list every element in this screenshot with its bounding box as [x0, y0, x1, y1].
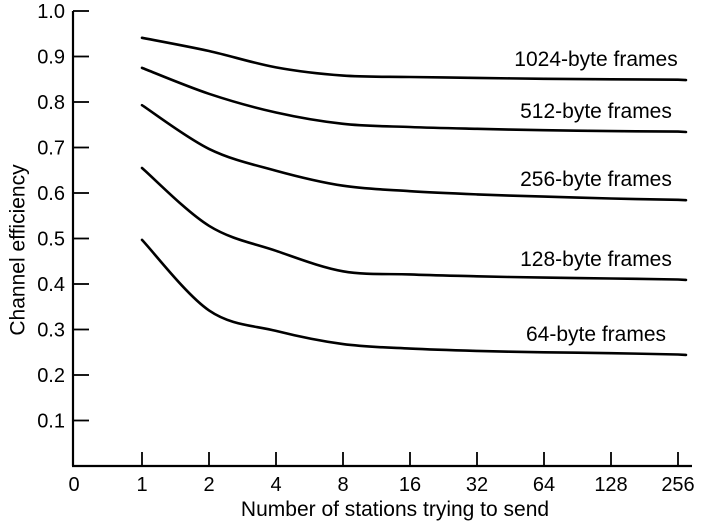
y-tick-label: 0.4 — [37, 274, 65, 296]
y-tick-label: 0.7 — [37, 138, 65, 160]
x-axis-title: Number of stations trying to send — [241, 498, 549, 521]
x-tick-label: 2 — [203, 474, 214, 496]
y-axis-title: Channel efficiency — [6, 164, 29, 336]
curve-64-byte-frames — [140, 238, 688, 357]
y-tick-label: 0.1 — [37, 411, 65, 433]
y-tick-label: 0.3 — [37, 320, 65, 342]
curve-label-128-byte-frames: 128-byte frames — [520, 248, 672, 271]
x-tick-label: 64 — [533, 474, 555, 496]
y-tick-label: 0.2 — [37, 365, 65, 387]
curve-512-byte-frames — [140, 66, 688, 134]
x-tick-label: 16 — [399, 474, 421, 496]
y-tick-label: 0.8 — [37, 92, 65, 114]
y-tick-label: 0.6 — [37, 183, 65, 205]
curve-label-1024-byte-frames: 1024-byte frames — [514, 48, 677, 71]
curve-256-byte-frames — [140, 103, 688, 202]
x-tick-label: 256 — [661, 474, 694, 496]
curve-label-512-byte-frames: 512-byte frames — [520, 100, 672, 123]
x-tick-label: 32 — [466, 474, 488, 496]
y-tick-label: 0.5 — [37, 229, 65, 251]
y-tick-label: 1.0 — [37, 1, 65, 23]
plot-area: 0.1 0.2 0.3 0.4 0.5 0.6 0.7 0.8 0.9 1.0 0 1 2 4 8 16 32 6… — [37, 1, 695, 496]
y-tick-label: 0.9 — [37, 47, 65, 69]
curve-128-byte-frames — [140, 166, 688, 282]
curve-label-64-byte-frames: 64-byte frames — [526, 323, 666, 346]
x-tick-label: 4 — [270, 474, 281, 496]
x-tick-label: 1 — [136, 474, 147, 496]
x-origin-label: 0 — [68, 474, 79, 496]
curve-1024-byte-frames — [140, 36, 688, 82]
x-tick-label: 128 — [594, 474, 627, 496]
curve-label-256-byte-frames: 256-byte frames — [520, 168, 672, 191]
x-tick-label: 8 — [337, 474, 348, 496]
